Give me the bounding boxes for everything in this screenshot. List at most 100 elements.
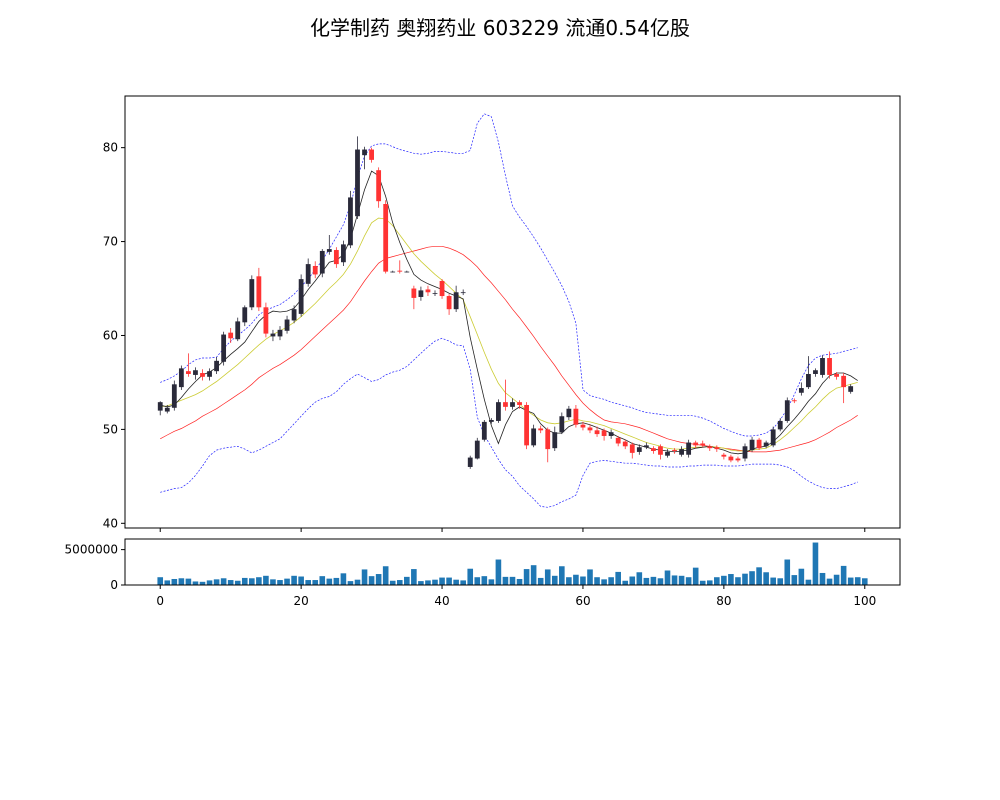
- candle-body: [242, 307, 248, 323]
- candle-body: [665, 451, 670, 456]
- volume-bar: [354, 579, 361, 585]
- candle-body: [552, 432, 558, 449]
- price-tick-label: 60: [103, 328, 118, 342]
- candle-body: [383, 204, 389, 272]
- candle-body: [390, 271, 396, 273]
- volume-bar: [544, 569, 551, 585]
- volume-bar: [777, 578, 784, 585]
- candle-body: [841, 375, 847, 388]
- volume-bar: [784, 559, 791, 585]
- volume-bar: [389, 580, 396, 585]
- volume-bar: [608, 577, 614, 585]
- volume-bar: [178, 578, 185, 585]
- volume-axes-frame: [124, 538, 901, 586]
- volume-bar: [742, 573, 748, 585]
- candle-body: [714, 447, 720, 450]
- ma-short-line: [160, 170, 858, 455]
- candle-body: [214, 360, 219, 372]
- candle-body: [700, 443, 706, 446]
- volume-bar: [657, 578, 664, 585]
- candle-body: [369, 149, 374, 160]
- candle-body: [672, 450, 677, 451]
- candle-body: [566, 408, 572, 418]
- candle-body: [397, 270, 403, 272]
- volume-bar: [826, 578, 833, 585]
- candle-body: [658, 446, 663, 455]
- candle-body: [376, 170, 382, 202]
- volume-bar: [812, 542, 819, 585]
- candle-body: [608, 432, 614, 436]
- candle-body: [721, 454, 727, 457]
- candle-body: [573, 408, 579, 425]
- candle-body: [686, 442, 692, 455]
- volume-bar: [622, 580, 629, 585]
- volume-bar: [861, 578, 868, 585]
- candle-body: [763, 442, 769, 447]
- volume-bar: [227, 580, 234, 585]
- volume-bar: [551, 575, 558, 585]
- volume-bar: [840, 565, 847, 585]
- candle-body: [813, 370, 818, 374]
- candle-body: [418, 290, 424, 297]
- candle-body: [496, 402, 501, 421]
- volume-bar: [580, 576, 586, 585]
- volume-bar: [164, 580, 171, 585]
- volume-bar: [530, 565, 537, 585]
- volume-bar: [418, 581, 424, 585]
- bollinger-lower-line: [160, 337, 858, 508]
- volume-bar: [326, 578, 333, 585]
- candle-body: [615, 437, 621, 444]
- candle-body: [580, 424, 586, 428]
- volume-bar: [566, 577, 572, 585]
- candle-body: [178, 368, 184, 388]
- volume-tick-label: 5000000: [65, 543, 118, 557]
- x-tick-label: 60: [575, 594, 590, 608]
- volume-bar: [629, 576, 636, 585]
- candle-body: [200, 373, 205, 377]
- candle-body: [228, 332, 234, 339]
- volume-bar: [706, 580, 713, 585]
- candle-body: [348, 197, 353, 246]
- volume-bar: [263, 575, 269, 585]
- price-tick-label: 40: [103, 516, 118, 530]
- candle-body: [326, 249, 332, 252]
- candle-body: [488, 420, 494, 422]
- candle-body: [467, 457, 473, 467]
- volume-bar: [256, 577, 262, 585]
- volume-bar: [749, 571, 755, 585]
- volume-bar: [270, 579, 276, 585]
- ma-long-line: [160, 217, 858, 452]
- volume-bar: [523, 569, 530, 585]
- volume-bar: [220, 578, 227, 585]
- volume-bar: [664, 570, 671, 585]
- volume-bar: [347, 581, 354, 585]
- candle-body: [742, 446, 748, 459]
- volume-bar: [432, 579, 438, 585]
- volume-bar: [509, 576, 516, 585]
- volume-bar: [721, 575, 727, 585]
- candle-body: [235, 321, 241, 340]
- candle-body: [517, 402, 522, 405]
- volume-bar: [467, 568, 474, 585]
- candle-body: [193, 370, 198, 375]
- volume-bar: [157, 577, 164, 585]
- candle-body: [270, 333, 276, 337]
- candle-body: [559, 416, 565, 433]
- candle-body: [404, 271, 410, 273]
- candle-body: [601, 430, 607, 436]
- candle-body: [453, 292, 459, 310]
- volume-bar: [763, 572, 769, 585]
- volume-bar: [502, 576, 509, 585]
- volume-bar: [199, 581, 206, 585]
- candle-body: [341, 244, 346, 263]
- candle-body: [834, 373, 839, 377]
- volume-bar: [615, 571, 621, 585]
- candle-body: [503, 402, 508, 407]
- volume-bar: [333, 577, 340, 585]
- candle-body: [770, 429, 776, 446]
- x-tick-label: 20: [293, 594, 308, 608]
- candle-body: [510, 402, 515, 407]
- volume-bar: [277, 580, 283, 585]
- x-tick-label: 0: [156, 594, 164, 608]
